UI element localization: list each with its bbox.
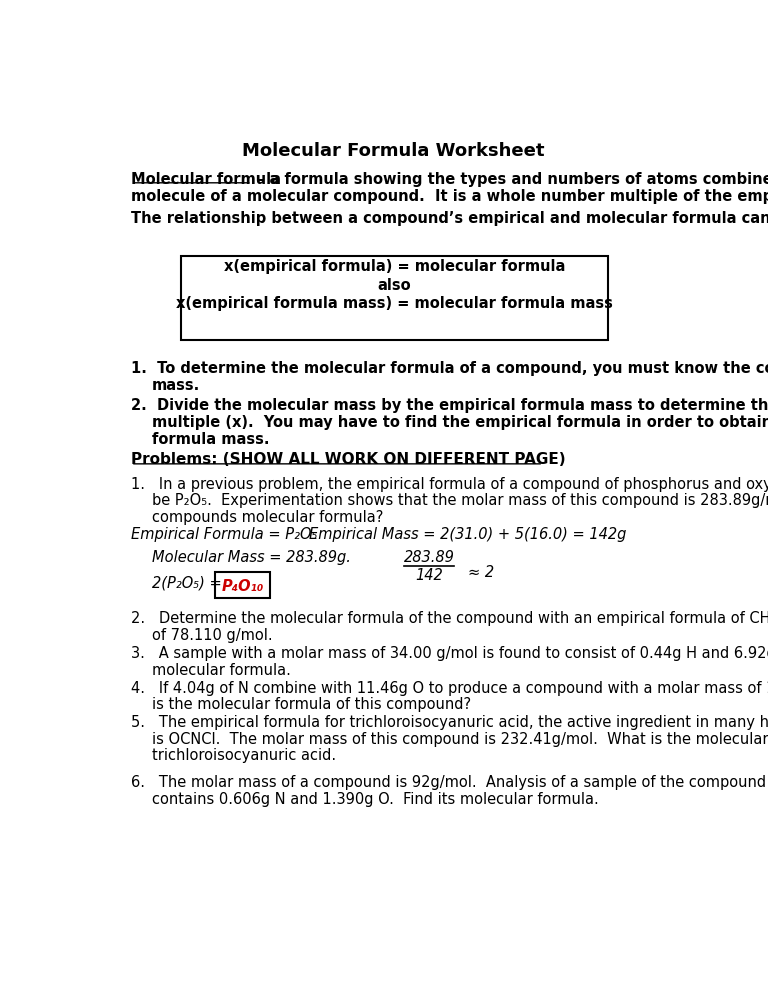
Text: be P₂O₅.  Experimentation shows that the molar mass of this compound is 283.89g/: be P₂O₅. Experimentation shows that the … [152, 493, 768, 508]
Text: 3.   A sample with a molar mass of 34.00 g/mol is found to consist of 0.44g H an: 3. A sample with a molar mass of 34.00 g… [131, 646, 768, 661]
Text: is the molecular formula of this compound?: is the molecular formula of this compoun… [152, 697, 471, 712]
Text: Molecular Mass = 283.89g.: Molecular Mass = 283.89g. [152, 550, 351, 565]
FancyBboxPatch shape [181, 255, 607, 340]
Text: 2(P₂O₅) =: 2(P₂O₅) = [152, 576, 226, 590]
Text: 2.  Divide the molecular mass by the empirical formula mass to determine the who: 2. Divide the molecular mass by the empi… [131, 398, 768, 414]
Text: x(empirical formula mass) = molecular formula mass: x(empirical formula mass) = molecular fo… [176, 295, 613, 310]
Text: molecular formula.: molecular formula. [152, 663, 290, 678]
Text: is OCNCl.  The molar mass of this compound is 232.41g/mol.  What is the molecula: is OCNCl. The molar mass of this compoun… [152, 732, 768, 746]
Text: multiple (x).  You may have to find the empirical formula in order to obtain the: multiple (x). You may have to find the e… [152, 414, 768, 430]
Text: formula mass.: formula mass. [152, 432, 270, 447]
Text: mass.: mass. [152, 378, 200, 393]
Text: 1.   In a previous problem, the empirical formula of a compound of phosphorus an: 1. In a previous problem, the empirical … [131, 476, 768, 492]
Text: contains 0.606g N and 1.390g O.  Find its molecular formula.: contains 0.606g N and 1.390g O. Find its… [152, 792, 598, 807]
Text: ≈ 2: ≈ 2 [468, 566, 494, 580]
Text: molecule of a molecular compound.  It is a whole number multiple of the empirica: molecule of a molecular compound. It is … [131, 189, 768, 205]
Text: – a formula showing the types and numbers of atoms combined in a single: – a formula showing the types and number… [252, 172, 768, 188]
Text: 142: 142 [415, 569, 443, 583]
Text: 5.   The empirical formula for trichloroisocyanuric acid, the active ingredient : 5. The empirical formula for trichlorois… [131, 716, 768, 731]
Text: P₄O₁₀: P₄O₁₀ [221, 579, 263, 594]
FancyBboxPatch shape [214, 572, 270, 598]
Text: of 78.110 g/mol.: of 78.110 g/mol. [152, 628, 273, 643]
Text: Empirical Formula = P₂O₅: Empirical Formula = P₂O₅ [131, 527, 317, 542]
Text: trichloroisocyanuric acid.: trichloroisocyanuric acid. [152, 748, 336, 763]
Text: Molecular Formula Worksheet: Molecular Formula Worksheet [243, 141, 545, 160]
Text: compounds molecular formula?: compounds molecular formula? [152, 510, 383, 525]
Text: 6.   The molar mass of a compound is 92g/mol.  Analysis of a sample of the compo: 6. The molar mass of a compound is 92g/m… [131, 775, 768, 790]
Text: The relationship between a compound’s empirical and molecular formula can be wri: The relationship between a compound’s em… [131, 211, 768, 226]
Text: x(empirical formula) = molecular formula: x(empirical formula) = molecular formula [223, 258, 565, 273]
Text: 4.   If 4.04g of N combine with 11.46g O to produce a compound with a molar mass: 4. If 4.04g of N combine with 11.46g O t… [131, 681, 768, 696]
Text: 283.89: 283.89 [404, 550, 455, 565]
Text: Problems: (SHOW ALL WORK ON DIFFERENT PAGE): Problems: (SHOW ALL WORK ON DIFFERENT PA… [131, 452, 565, 467]
Text: also: also [378, 278, 411, 293]
Text: Empirical Mass = 2(31.0) + 5(16.0) = 142g: Empirical Mass = 2(31.0) + 5(16.0) = 142… [310, 527, 627, 542]
Text: 1.  To determine the molecular formula of a compound, you must know the compound: 1. To determine the molecular formula of… [131, 361, 768, 376]
Text: Molecular formula: Molecular formula [131, 172, 281, 188]
Text: 2.   Determine the molecular formula of the compound with an empirical formula o: 2. Determine the molecular formula of th… [131, 611, 768, 626]
